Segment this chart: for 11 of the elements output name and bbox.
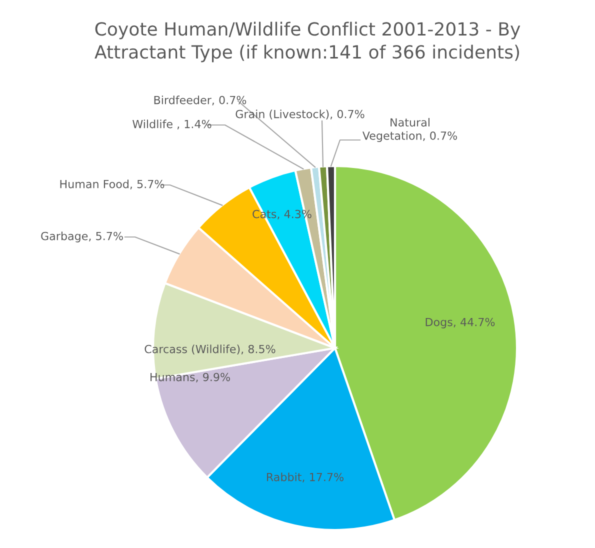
slice-label: Dogs, 44.7% bbox=[426, 318, 495, 328]
slice-label: Humans, 9.9% bbox=[150, 372, 230, 382]
slice-label: Human Food, 5.7% bbox=[60, 180, 164, 190]
slice-label: Carcass (Wildlife), 8.5% bbox=[144, 344, 276, 355]
slice-label: Birdfeeder, 0.7% bbox=[154, 96, 246, 106]
slice-label: Natural Vegetation, 0.7% bbox=[362, 118, 457, 142]
chart-title: Coyote Human/Wildlife Conflict 2001-2013 - By Attractant Type (if known:141 of 366 incidents) bbox=[94, 22, 520, 62]
slice-label: Rabbit, 17.7% bbox=[266, 472, 344, 482]
slice-label: Garbage, 5.7% bbox=[41, 232, 123, 242]
slice-label: Grain (Livestock), 0.7% bbox=[236, 110, 364, 120]
slice-label: Wildlife , 1.4% bbox=[132, 120, 212, 130]
